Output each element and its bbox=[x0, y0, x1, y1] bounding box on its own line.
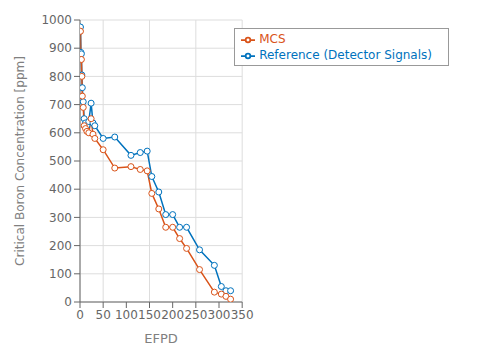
svg-text:350: 350 bbox=[231, 308, 254, 322]
svg-text:600: 600 bbox=[49, 126, 72, 140]
svg-text:200: 200 bbox=[49, 239, 72, 253]
svg-text:100: 100 bbox=[115, 308, 138, 322]
svg-text:100: 100 bbox=[49, 267, 72, 281]
svg-text:900: 900 bbox=[49, 41, 72, 55]
svg-text:0: 0 bbox=[76, 308, 84, 322]
svg-text:150: 150 bbox=[138, 308, 161, 322]
svg-text:800: 800 bbox=[49, 70, 72, 84]
svg-text:300: 300 bbox=[49, 211, 72, 225]
svg-text:50: 50 bbox=[96, 308, 111, 322]
svg-text:0: 0 bbox=[64, 295, 72, 309]
svg-text:250: 250 bbox=[184, 308, 207, 322]
html-text:MCS: MCS bbox=[259, 32, 286, 46]
svg-text:400: 400 bbox=[49, 182, 72, 196]
svg-text:300: 300 bbox=[208, 308, 231, 322]
svg-text:200: 200 bbox=[161, 308, 184, 322]
svg-text:500: 500 bbox=[49, 154, 72, 168]
svg-text:Critical Boron Concentration [: Critical Boron Concentration [ppm] bbox=[13, 56, 27, 266]
svg-text:EFPD: EFPD bbox=[144, 331, 178, 346]
svg-text:1000: 1000 bbox=[41, 13, 72, 27]
html-text:Reference (Detector Signals): Reference (Detector Signals) bbox=[259, 48, 432, 62]
svg-text:700: 700 bbox=[49, 98, 72, 112]
